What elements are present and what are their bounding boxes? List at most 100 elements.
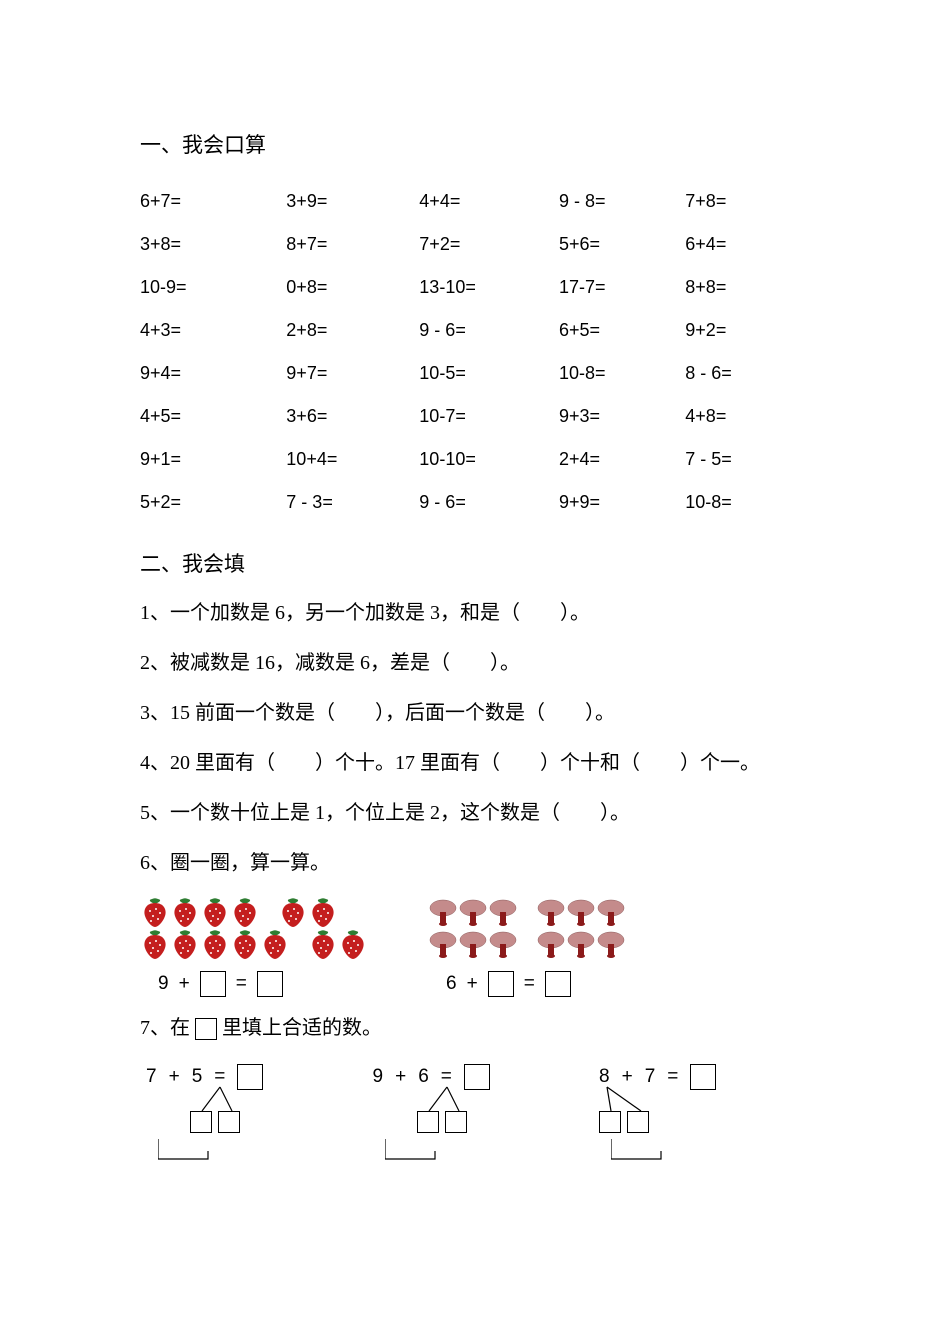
split-box[interactable] (218, 1111, 240, 1133)
image-row (428, 898, 626, 928)
split-equation: 9+6= (373, 1063, 573, 1173)
strawberry-icon (278, 898, 308, 928)
mushroom-icon (428, 898, 458, 928)
operator: + (395, 1063, 406, 1092)
bracket (158, 1139, 238, 1169)
image-cluster (140, 930, 290, 960)
strawberry-icon (170, 898, 200, 928)
mushroom-icon (536, 930, 566, 960)
arith-cell: 8+8= (685, 266, 805, 309)
operand-a: 9 (373, 1063, 384, 1092)
arith-cell: 10-10= (419, 438, 559, 481)
image-cluster (536, 898, 626, 928)
arith-cell: 7+8= (685, 180, 805, 223)
q6-title: 6、圈一圈，算一算。 (140, 848, 805, 878)
arith-cell: 3+6= (286, 395, 419, 438)
equals: = (524, 970, 535, 999)
mushroom-icon (596, 930, 626, 960)
q5: 5、一个数十位上是 1，个位上是 2，这个数是（ ）。 (140, 798, 805, 828)
q7-title: 7、在 里填上合适的数。 (140, 1013, 805, 1043)
answer-box[interactable] (545, 971, 571, 997)
split-boxes (417, 1111, 467, 1133)
split-box[interactable] (417, 1111, 439, 1133)
split-equation: 8+7= (599, 1063, 799, 1173)
mushroom-icon (458, 930, 488, 960)
bracket (385, 1139, 465, 1169)
arith-cell: 5+2= (140, 481, 286, 524)
q3: 3、15 前面一个数是（ ），后面一个数是（ ）。 (140, 698, 805, 728)
strawberry-icon (170, 930, 200, 960)
arith-cell: 0+8= (286, 266, 419, 309)
q6-left-group: 9 + = (140, 898, 368, 999)
arith-cell: 9 - 6= (419, 481, 559, 524)
image-row (140, 930, 368, 960)
split-boxes (599, 1111, 649, 1133)
arith-cell: 8+7= (286, 223, 419, 266)
equals: = (236, 970, 247, 999)
mushroom-icon (488, 898, 518, 928)
arith-cell: 9+2= (685, 309, 805, 352)
operator: + (169, 1063, 180, 1092)
image-row (428, 930, 626, 960)
image-row (140, 898, 368, 928)
arith-cell: 6+4= (685, 223, 805, 266)
split-box[interactable] (627, 1111, 649, 1133)
strawberry-icon (230, 898, 260, 928)
q6-right-group: 6 + = (428, 898, 626, 999)
split-top-row: 8+7= (599, 1063, 799, 1092)
operand-b: 5 (192, 1063, 203, 1092)
q7-row: 7+5=9+6=8+7= (140, 1063, 805, 1173)
arith-cell: 10-9= (140, 266, 286, 309)
q7-title-post: 里填上合适的数。 (217, 1017, 382, 1039)
answer-box[interactable] (690, 1064, 716, 1090)
arith-cell: 9+3= (559, 395, 685, 438)
split-boxes (190, 1111, 240, 1133)
split-top-row: 9+6= (373, 1063, 573, 1092)
answer-box[interactable] (464, 1064, 490, 1090)
split-box[interactable] (445, 1111, 467, 1133)
arith-cell: 4+3= (140, 309, 286, 352)
strawberry-icon (308, 930, 338, 960)
equals: = (214, 1063, 225, 1092)
arith-cell: 6+5= (559, 309, 685, 352)
mushroom-icon (536, 898, 566, 928)
arith-cell: 9 - 6= (419, 309, 559, 352)
arith-cell: 7 - 3= (286, 481, 419, 524)
mushroom-icon (566, 898, 596, 928)
answer-box[interactable] (200, 971, 226, 997)
section2-title: 二、我会填 (140, 549, 805, 581)
arith-cell: 3+9= (286, 180, 419, 223)
arith-cell: 9+4= (140, 352, 286, 395)
arith-cell: 4+4= (419, 180, 559, 223)
strawberry-icon (230, 930, 260, 960)
split-top-row: 7+5= (146, 1063, 346, 1092)
image-cluster (278, 898, 338, 928)
arith-cell: 8 - 6= (685, 352, 805, 395)
arith-cell: 10-7= (419, 395, 559, 438)
image-cluster (428, 930, 518, 960)
arith-cell: 17-7= (559, 266, 685, 309)
operand-b: 7 (645, 1063, 656, 1092)
equals: = (667, 1063, 678, 1092)
q6-left-equation: 9 + = (158, 970, 368, 999)
split-box[interactable] (190, 1111, 212, 1133)
operand-b: 6 (418, 1063, 429, 1092)
arith-cell: 13-10= (419, 266, 559, 309)
answer-box[interactable] (488, 971, 514, 997)
arith-cell: 3+8= (140, 223, 286, 266)
arith-cell: 10-8= (685, 481, 805, 524)
arith-cell: 10+4= (286, 438, 419, 481)
q6-groups: 9 + = 6 + = (140, 898, 805, 999)
split-box[interactable] (599, 1111, 621, 1133)
answer-box[interactable] (257, 971, 283, 997)
arith-cell: 7+2= (419, 223, 559, 266)
answer-box[interactable] (237, 1064, 263, 1090)
arith-cell: 10-5= (419, 352, 559, 395)
arith-cell: 2+8= (286, 309, 419, 352)
q4: 4、20 里面有（ ）个十。17 里面有（ ）个十和（ ）个一。 (140, 748, 805, 778)
section1-title: 一、我会口算 (140, 130, 805, 162)
arith-cell: 6+7= (140, 180, 286, 223)
arith-cell: 9+9= (559, 481, 685, 524)
arith-cell: 5+6= (559, 223, 685, 266)
mushroom-icon (596, 898, 626, 928)
